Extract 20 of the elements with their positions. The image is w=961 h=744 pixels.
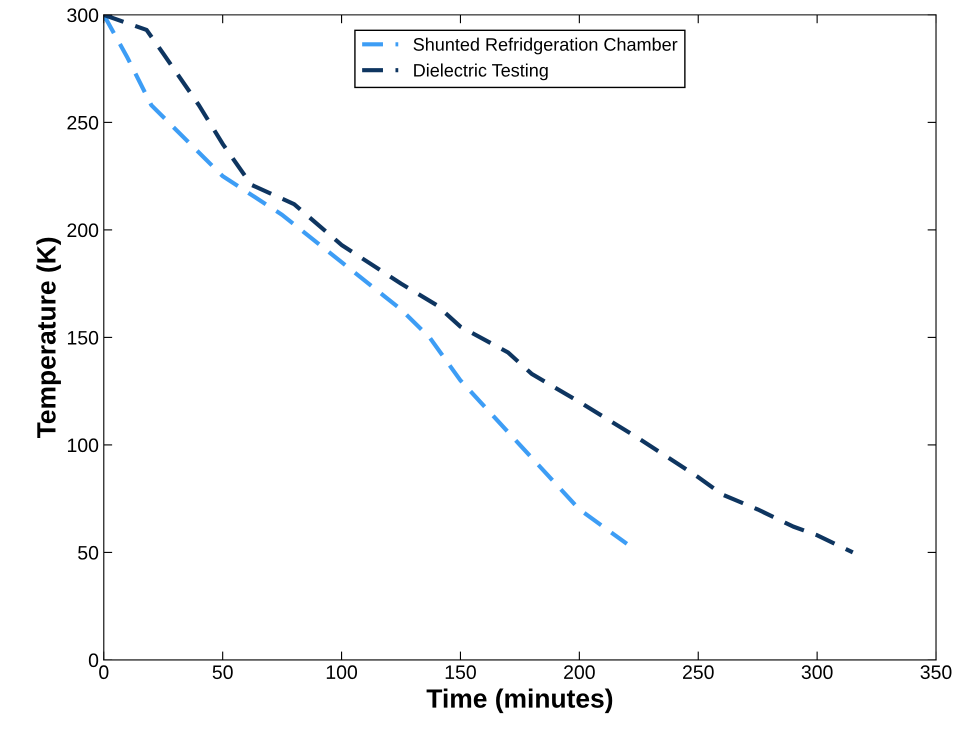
- x-tick-label: 50: [212, 665, 233, 680]
- x-axis-title: Time (minutes): [426, 688, 612, 714]
- x-tick-label: 150: [446, 665, 476, 680]
- legend-label: Dielectric Testing: [414, 63, 548, 80]
- y-tick-label: 100: [68, 438, 98, 452]
- y-tick-label: 250: [67, 116, 98, 130]
- x-tick-label: 0: [99, 665, 108, 680]
- y-axis-title: Temperature (K): [36, 238, 61, 438]
- y-tick-label: 300: [67, 8, 98, 22]
- y-tick-label: 0: [88, 653, 98, 668]
- x-tick-label: 200: [564, 665, 595, 680]
- x-tick-label: 100: [326, 665, 358, 680]
- line-series: [104, 14, 855, 555]
- y-tick-label: 50: [78, 546, 98, 560]
- x-tick-label: 300: [802, 665, 833, 680]
- y-tick-label: 150: [68, 330, 98, 345]
- x-tick-label: 350: [920, 665, 952, 680]
- x-tick-label: 250: [682, 665, 714, 680]
- y-tick-label: 200: [67, 223, 98, 238]
- legend-label: Shunted Refridgeration Chamber: [414, 38, 678, 54]
